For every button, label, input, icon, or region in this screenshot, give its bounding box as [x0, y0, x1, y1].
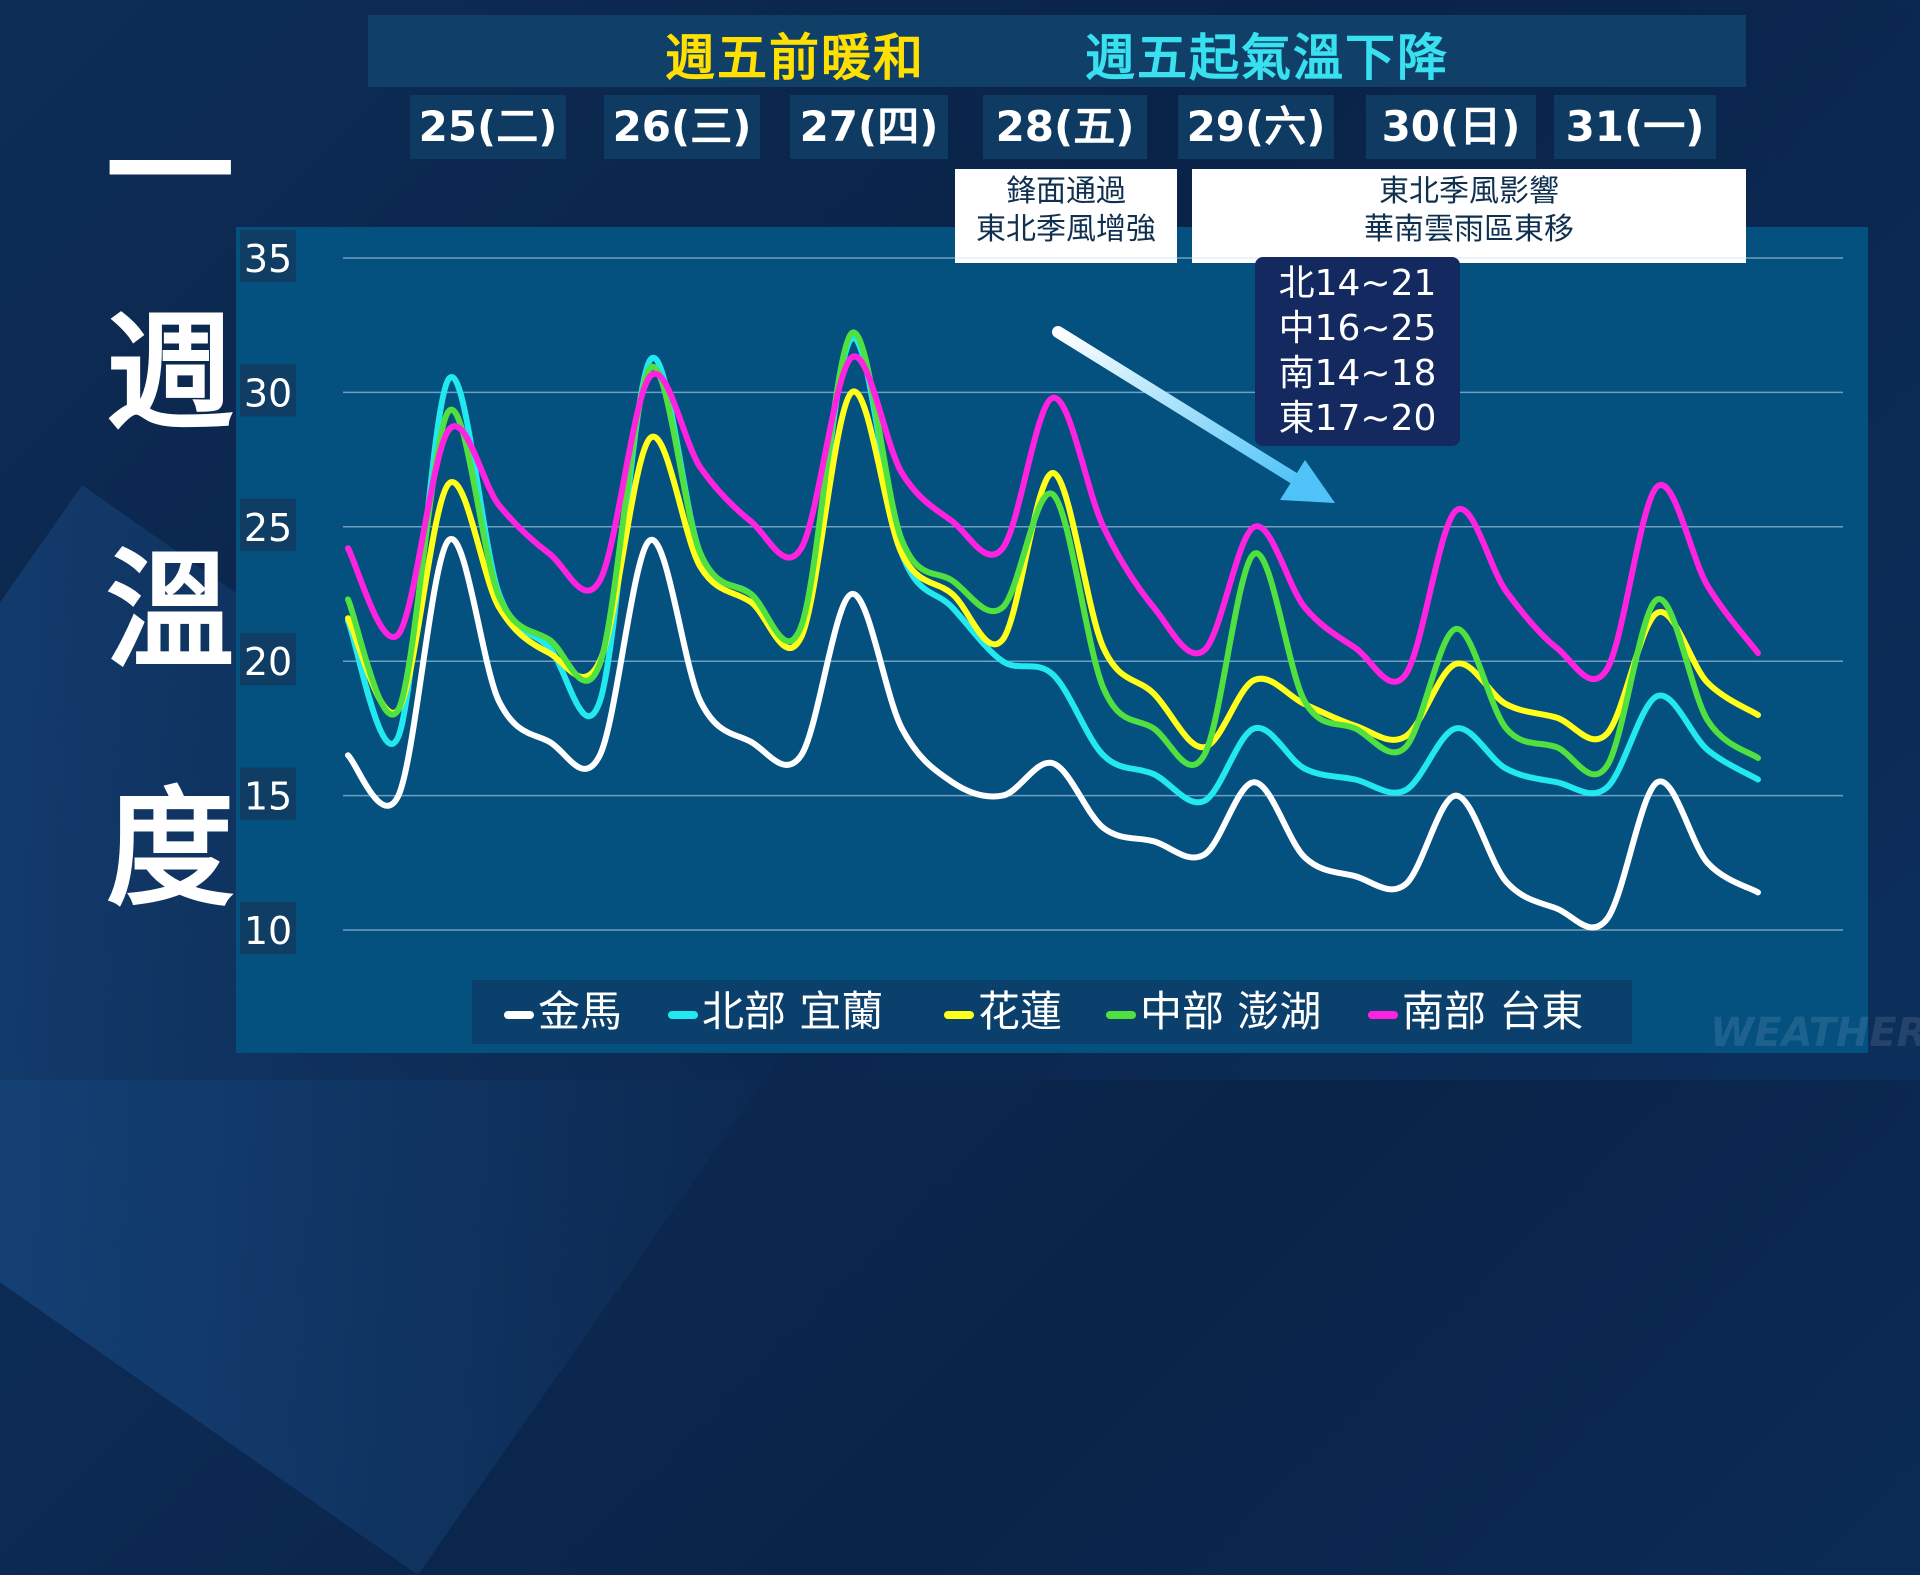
- ytick-bg-20: [240, 633, 296, 686]
- range-south: 南14~18: [1278, 353, 1437, 394]
- legend-label-hualien: 花蓮: [978, 987, 1063, 1036]
- legend-item-north-yilan: 北部 宜蘭: [668, 980, 883, 1044]
- ytick-label-10: 10: [244, 909, 292, 953]
- series-line-north-yilan: [345, 335, 1761, 806]
- legend-label-central-penghu: 中部 澎湖: [1140, 987, 1322, 1036]
- legend-swatch-hualien: [944, 1010, 974, 1019]
- day-label-29: 29(六): [1178, 95, 1334, 159]
- legend-swatch-kinmen-matsu: [504, 1010, 534, 1019]
- monsoon-note-line1: 東北季風影響: [1379, 174, 1559, 209]
- day-label-27: 27(四): [790, 95, 948, 159]
- day-label-28: 28(五): [983, 95, 1147, 159]
- legend-label-south-taitung: 南部 台東: [1402, 987, 1584, 1036]
- legend-item-hualien: 花蓮: [944, 980, 1062, 1044]
- side-title-char-4: 度: [105, 775, 234, 924]
- ytick-label-25: 25: [244, 506, 292, 550]
- legend-item-south-taitung: 南部 台東: [1368, 980, 1583, 1044]
- day-label-30: 30(日): [1366, 95, 1536, 159]
- legend-swatch-south-taitung: [1368, 1010, 1398, 1019]
- day-label-31: 31(一): [1554, 95, 1716, 159]
- ytick-bg-10: [240, 902, 296, 954]
- range-north: 北14~21: [1278, 263, 1437, 304]
- ytick-bg-35: [240, 230, 296, 282]
- plot-panel: [236, 227, 1868, 1053]
- ytick-label-20: 20: [244, 640, 292, 684]
- series-line-central-penghu: [345, 329, 1761, 778]
- monsoon-note: 東北季風影響 華南雲雨區東移: [1192, 169, 1746, 263]
- range-east: 東17~20: [1278, 398, 1437, 439]
- front-note: 鋒面通過 東北季風增強: [955, 169, 1177, 263]
- ytick-bg-30: [240, 364, 296, 417]
- ytick-label-15: 15: [244, 775, 292, 819]
- ytick-bg-15: [240, 767, 296, 820]
- side-title-char-1: 一: [105, 99, 234, 248]
- side-title: 一 週 溫 度: [95, 110, 245, 1024]
- ytick-label-30: 30: [244, 371, 292, 415]
- legend-swatch-central-penghu: [1106, 1010, 1136, 1019]
- range-central: 中16~25: [1278, 308, 1437, 349]
- side-title-char-2: 週: [105, 299, 234, 448]
- monsoon-note-line2: 華南雲雨區東移: [1364, 212, 1574, 247]
- regional-range-box: 北14~21 中16~25 南14~18 東17~20: [1255, 257, 1460, 446]
- side-title-char-3: 溫: [105, 537, 234, 686]
- day-label-26: 26(三): [604, 95, 760, 159]
- ytick-bg-25: [240, 498, 296, 551]
- series-line-hualien: [345, 388, 1761, 751]
- legend-item-kinmen-matsu: 金馬: [504, 980, 622, 1044]
- legend-swatch-north-yilan: [668, 1010, 698, 1019]
- ytick-label-35: 35: [244, 237, 292, 281]
- series-line-south-taitung: [345, 353, 1761, 685]
- front-note-line1: 鋒面通過: [1006, 174, 1126, 209]
- legend-item-central-penghu: 中部 澎湖: [1106, 980, 1321, 1044]
- series-line-kinmen-matsu: [345, 536, 1761, 931]
- headline-banner: [368, 15, 1746, 87]
- front-note-line2: 東北季風增強: [976, 212, 1156, 247]
- chart-legend: 金馬 北部 宜蘭 花蓮 中部 澎湖 南部 台東: [472, 980, 1632, 1044]
- legend-label-kinmen-matsu: 金馬: [538, 987, 623, 1036]
- headline-warm: 週五前暖和: [665, 29, 925, 87]
- legend-label-north-yilan: 北部 宜蘭: [702, 987, 884, 1036]
- watermark-logo: WEATHER: [1710, 1010, 1920, 1056]
- trend-arrow: [1052, 326, 1335, 503]
- temperature-chart: 35 30 25 20 15 10: [240, 230, 1843, 954]
- headline-cooling: 週五起氣溫下降: [1085, 29, 1449, 87]
- day-label-25: 25(二): [410, 95, 566, 159]
